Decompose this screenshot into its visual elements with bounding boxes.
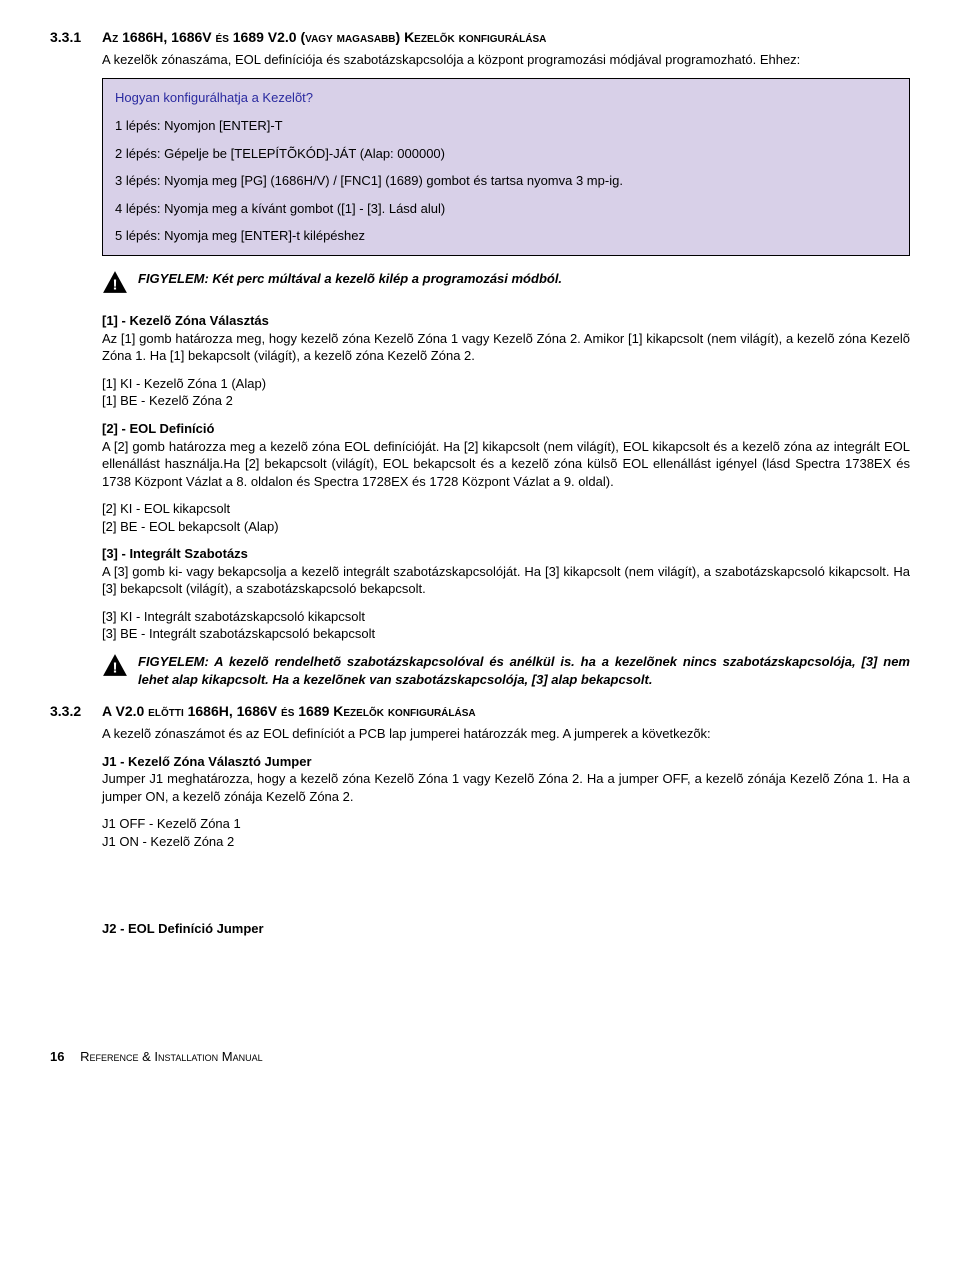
step-1: 1 lépés: Nyomjon [ENTER]-T xyxy=(115,117,897,135)
step-5: 5 lépés: Nyomja meg [ENTER]-t kilépéshez xyxy=(115,227,897,245)
j1-heading: J1 - Kezelő Zóna Választó Jumper xyxy=(102,753,910,771)
section-title: A V2.0 elõtti 1686H, 1686V és 1689 Kezel… xyxy=(102,702,476,721)
warning-text: FIGYELEM: Két perc múltával a kezelõ kil… xyxy=(138,270,910,288)
page-number: 16 xyxy=(50,1048,64,1066)
section-intro: A kezelõk zónaszáma, EOL definíciója és … xyxy=(102,51,910,69)
option-2-line-1: [2] KI - EOL kikapcsolt xyxy=(102,500,910,518)
option-2-body: A [2] gomb határozza meg a kezelõ zóna E… xyxy=(102,438,910,491)
option-3-body: A [3] gomb ki- vagy bekapcsolja a kezelõ… xyxy=(102,563,910,598)
warning-icon: ! xyxy=(102,270,130,299)
warning-1: ! FIGYELEM: Két perc múltával a kezelõ k… xyxy=(102,270,910,299)
j1-body: Jumper J1 meghatározza, hogy a kezelõ zó… xyxy=(102,770,910,805)
box-title: Hogyan konfigurálhatja a Kezelõt? xyxy=(115,89,897,107)
option-1-heading: [1] - Kezelõ Zóna Választás xyxy=(102,312,910,330)
step-4: 4 lépés: Nyomja meg a kívánt gombot ([1]… xyxy=(115,200,897,218)
step-3: 3 lépés: Nyomja meg [PG] (1686H/V) / [FN… xyxy=(115,172,897,190)
footer-text: Reference & Installation Manual xyxy=(80,1049,263,1064)
j1-line-1: J1 OFF - Kezelõ Zóna 1 xyxy=(102,815,910,833)
j1-line-2: J1 ON - Kezelõ Zóna 2 xyxy=(102,833,910,851)
warning-icon: ! xyxy=(102,653,130,682)
j2-heading: J2 - EOL Definíció Jumper xyxy=(102,920,910,938)
option-1-body: Az [1] gomb határozza meg, hogy kezelõ z… xyxy=(102,330,910,365)
warning-2: ! FIGYELEM: A kezelõ rendelhetõ szabotáz… xyxy=(102,653,910,688)
option-1-line-2: [1] BE - Kezelõ Zóna 2 xyxy=(102,392,910,410)
warning-text: FIGYELEM: A kezelõ rendelhetõ szabotázsk… xyxy=(138,653,910,688)
option-3-heading: [3] - Integrált Szabotázs xyxy=(102,545,910,563)
section-3-3-2-heading: 3.3.2 A V2.0 elõtti 1686H, 1686V és 1689… xyxy=(50,702,910,721)
section-3-3-1-heading: 3.3.1 Az 1686H, 1686V és 1689 V2.0 (vagy… xyxy=(50,28,910,47)
option-2-line-2: [2] BE - EOL bekapcsolt (Alap) xyxy=(102,518,910,536)
option-3-line-2: [3] BE - Integrált szabotázskapcsoló bek… xyxy=(102,625,910,643)
section-intro: A kezelõ zónaszámot és az EOL definíciót… xyxy=(102,725,910,743)
option-2-heading: [2] - EOL Definíció xyxy=(102,420,910,438)
option-1-line-1: [1] KI - Kezelõ Zóna 1 (Alap) xyxy=(102,375,910,393)
option-3-line-1: [3] KI - Integrált szabotázskapcsoló kik… xyxy=(102,608,910,626)
section-number: 3.3.1 xyxy=(50,28,102,47)
section-title: Az 1686H, 1686V és 1689 V2.0 (vagy magas… xyxy=(102,28,546,47)
svg-text:!: ! xyxy=(112,276,117,293)
svg-text:!: ! xyxy=(112,660,117,677)
section-number: 3.3.2 xyxy=(50,702,102,721)
config-steps-box: Hogyan konfigurálhatja a Kezelõt? 1 lépé… xyxy=(102,78,910,255)
page-footer: 16 Reference & Installation Manual xyxy=(50,1048,910,1066)
step-2: 2 lépés: Gépelje be [TELEPÍTÕKÓD]-JÁT (A… xyxy=(115,145,897,163)
